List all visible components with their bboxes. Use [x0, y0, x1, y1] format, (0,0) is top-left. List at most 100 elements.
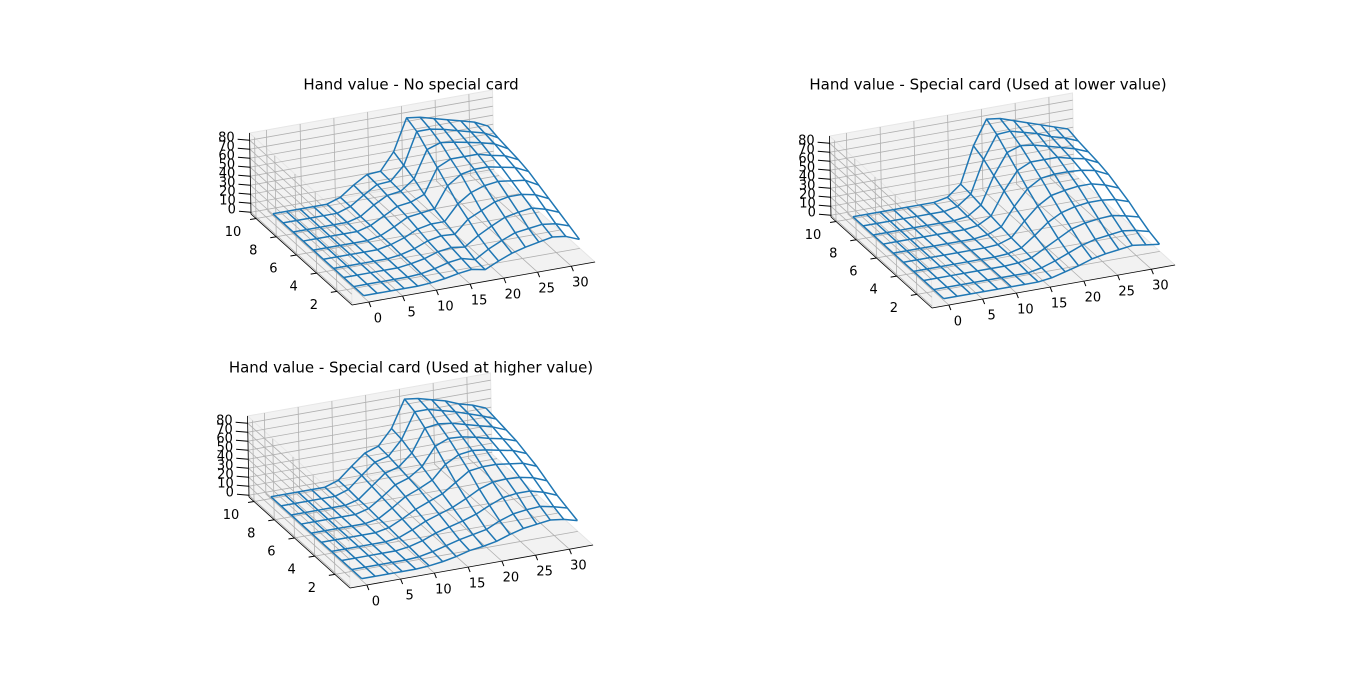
- wire-column: [326, 203, 419, 287]
- wire-column: [270, 496, 363, 580]
- tick-mark: [238, 201, 251, 204]
- wire-column: [1040, 124, 1134, 246]
- subplot: Hand value - Special card (Used at highe…: [216, 359, 595, 610]
- tick-mark: [249, 218, 257, 221]
- wire-column: [297, 491, 390, 575]
- x-tick-label: 0: [372, 595, 380, 610]
- tick-mark: [328, 573, 335, 576]
- z-tick-label: 30: [219, 176, 236, 191]
- x-tick-label: 0: [954, 315, 962, 330]
- z-tick-label: 20: [217, 468, 234, 483]
- z-tick-label: 10: [219, 194, 236, 209]
- grid-line: [1048, 97, 1152, 270]
- wire-column: [285, 210, 378, 294]
- tick-mark: [1150, 268, 1154, 275]
- tick-mark: [818, 195, 831, 198]
- wire-column: [1067, 128, 1161, 245]
- wire-column: [299, 208, 392, 292]
- grid-line: [434, 100, 538, 273]
- axis-line: [830, 216, 933, 309]
- wire-column: [960, 183, 1053, 279]
- tick-mark: [982, 298, 986, 305]
- wire-column: [892, 209, 985, 293]
- x-tick-label: 0: [374, 312, 382, 327]
- z-tick-label: 70: [218, 140, 235, 155]
- axis-line: [249, 132, 252, 215]
- axis-line: [931, 264, 1176, 309]
- y-tick-label: 2: [890, 301, 898, 316]
- tick-mark: [238, 192, 251, 195]
- grid-line: [845, 133, 950, 306]
- z-tick-label: 80: [798, 134, 815, 149]
- x-tick-label: 25: [1118, 285, 1135, 300]
- tick-mark: [535, 554, 539, 561]
- tick-mark: [237, 147, 250, 150]
- tick-mark: [247, 501, 255, 504]
- x-tick-label: 20: [503, 571, 520, 586]
- y-tick-label: 8: [247, 526, 255, 541]
- wire-column: [390, 427, 484, 547]
- x-tick-label: 25: [538, 282, 555, 297]
- y-tick-label: 10: [225, 225, 242, 240]
- tick-mark: [366, 584, 370, 591]
- tick-mark: [236, 484, 249, 487]
- z-tick-label: 0: [228, 203, 236, 218]
- wire-column: [433, 117, 527, 248]
- x-tick-label: 15: [469, 577, 486, 592]
- z-tick-label: 40: [219, 167, 236, 182]
- tick-mark: [235, 439, 249, 442]
- x-tick-label: 10: [1017, 303, 1034, 318]
- tick-mark: [235, 430, 248, 433]
- z-tick-label: 60: [218, 149, 235, 164]
- wire-column: [946, 196, 1039, 283]
- wire-column: [379, 170, 473, 270]
- z-tick-label: 50: [799, 161, 816, 176]
- wire-column: [337, 479, 430, 567]
- tick-mark: [237, 156, 251, 159]
- x-tick-label: 20: [505, 288, 522, 303]
- tick-mark: [818, 177, 831, 180]
- wire-column: [339, 196, 432, 284]
- z-tick-label: 60: [216, 432, 233, 447]
- x-tick-label: 10: [437, 300, 454, 315]
- wire-column: [310, 489, 403, 573]
- grid-line: [980, 109, 1085, 282]
- tick-mark: [850, 239, 857, 242]
- z-tick-label: 20: [219, 185, 236, 200]
- tick-mark: [1049, 286, 1053, 293]
- x-tick-label: 30: [570, 559, 587, 574]
- tick-mark: [1117, 274, 1121, 281]
- wire-column: [1013, 120, 1107, 255]
- y-tick-label: 2: [308, 581, 316, 596]
- wire-column: [485, 407, 579, 522]
- axis-line: [349, 544, 594, 589]
- z-tick-label: 70: [216, 423, 233, 438]
- z-tick-label: 80: [216, 414, 233, 429]
- x-tick-label: 25: [536, 565, 553, 580]
- wire-column: [933, 201, 1026, 285]
- tick-mark: [238, 174, 251, 177]
- wire-column: [852, 216, 945, 300]
- z-tick-label: 20: [799, 188, 816, 203]
- tick-mark: [237, 138, 250, 141]
- tick-mark: [400, 578, 404, 585]
- tick-mark: [288, 537, 295, 540]
- x-tick-label: 10: [435, 583, 452, 598]
- wire-column: [364, 452, 457, 558]
- axis-line: [248, 496, 351, 589]
- wire-column: [324, 486, 417, 570]
- tick-mark: [330, 290, 337, 293]
- y-tick-label: 4: [288, 563, 296, 578]
- tick-mark: [829, 221, 837, 224]
- tick-mark: [236, 457, 249, 460]
- z-tick-label: 30: [799, 179, 816, 194]
- z-tick-label: 40: [217, 450, 234, 465]
- tick-mark: [308, 555, 315, 558]
- wire-column: [985, 118, 1080, 267]
- wire-column: [473, 121, 567, 237]
- y-tick-label: 4: [290, 280, 298, 295]
- grid-line: [365, 395, 469, 568]
- y-tick-label: 8: [829, 246, 837, 261]
- tick-mark: [503, 277, 507, 284]
